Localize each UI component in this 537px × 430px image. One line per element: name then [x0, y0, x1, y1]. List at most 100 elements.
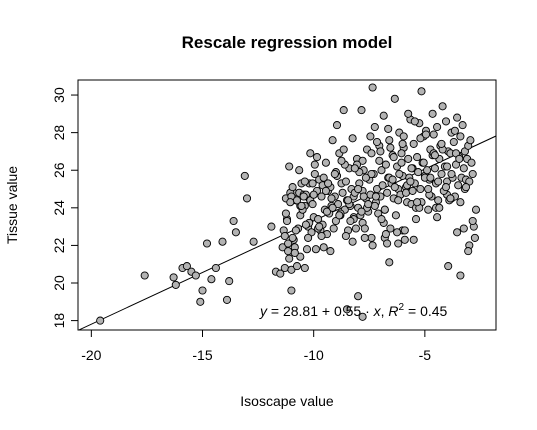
data-point: [468, 169, 477, 179]
data-point: [391, 211, 400, 220]
data-point: [411, 215, 421, 224]
data-point: [380, 205, 389, 214]
data-point: [351, 224, 360, 233]
data-point: [225, 277, 234, 286]
data-point: [96, 316, 105, 325]
data-point: [434, 196, 443, 205]
data-point: [381, 160, 390, 169]
data-point: [441, 183, 451, 192]
data-point: [453, 228, 462, 237]
regression-equation: y = 28.81 + 0.55 · x, R2 = 0.45: [259, 302, 448, 319]
data-point: [310, 160, 319, 169]
data-point: [302, 245, 312, 254]
data-point: [288, 233, 297, 242]
data-point: [296, 252, 305, 261]
data-point: [285, 162, 294, 171]
data-point: [292, 196, 302, 205]
data-point: [423, 166, 432, 175]
data-point: [376, 147, 385, 156]
data-point: [433, 213, 442, 222]
data-point: [430, 151, 439, 160]
data-point: [390, 183, 399, 192]
data-point: [364, 200, 373, 209]
x-tick-label: -10: [304, 347, 324, 363]
data-point: [218, 237, 227, 246]
data-point: [327, 194, 336, 203]
data-point: [394, 196, 403, 205]
data-point: [434, 177, 443, 186]
data-point: [385, 258, 394, 267]
data-point: [389, 153, 398, 162]
data-point: [437, 139, 446, 148]
data-point: [424, 184, 433, 194]
data-point: [456, 198, 465, 207]
data-point: [395, 169, 404, 179]
data-point: [367, 149, 376, 158]
data-point: [317, 231, 326, 241]
data-point: [280, 231, 289, 241]
data-point: [384, 124, 393, 133]
y-tick-label: 24: [51, 200, 67, 216]
data-point: [358, 312, 367, 321]
data-point: [386, 143, 395, 152]
data-point: [394, 239, 403, 248]
data-point: [357, 207, 366, 216]
data-point: [381, 230, 390, 239]
data-point: [466, 136, 475, 145]
data-point: [370, 122, 379, 132]
data-point: [291, 226, 300, 235]
data-point: [207, 275, 216, 284]
data-point: [326, 247, 335, 256]
data-point: [308, 179, 317, 188]
data-point: [330, 169, 339, 179]
data-point: [367, 169, 376, 179]
data-point: [471, 205, 481, 214]
data-point: [398, 139, 407, 148]
data-point: [459, 224, 468, 233]
data-point: [171, 280, 180, 289]
data-point: [358, 156, 367, 165]
data-point: [449, 137, 458, 147]
data-point: [367, 233, 376, 242]
data-point: [399, 132, 408, 141]
data-point: [459, 164, 468, 173]
data-point: [317, 192, 326, 201]
data-point: [430, 164, 439, 173]
data-point: [383, 188, 392, 197]
data-point: [413, 153, 422, 162]
data-point: [310, 169, 319, 179]
data-point: [386, 224, 395, 233]
data-point: [413, 198, 422, 207]
data-point: [375, 156, 384, 165]
data-point: [444, 262, 453, 271]
y-tick-label: 30: [51, 87, 67, 103]
data-point: [400, 235, 409, 244]
data-point: [429, 130, 438, 139]
data-point: [397, 158, 406, 167]
data-point: [324, 179, 333, 188]
data-point: [377, 215, 386, 224]
data-point: [346, 216, 355, 226]
data-point: [321, 158, 330, 167]
data-point: [281, 209, 290, 218]
data-point: [409, 139, 418, 148]
data-point: [433, 122, 442, 132]
data-point: [295, 166, 304, 175]
data-point: [339, 145, 348, 154]
data-point: [297, 201, 306, 210]
data-point: [328, 203, 337, 212]
data-point: [354, 292, 363, 301]
data-point: [350, 164, 359, 173]
data-point: [292, 262, 302, 271]
data-point: [182, 262, 191, 271]
data-point: [401, 188, 411, 197]
data-point: [360, 233, 369, 242]
data-point: [421, 130, 431, 139]
data-point: [300, 263, 309, 273]
data-point: [414, 168, 423, 177]
data-point: [304, 233, 313, 242]
data-point: [322, 207, 332, 216]
data-point: [276, 269, 285, 278]
data-point: [404, 154, 413, 163]
